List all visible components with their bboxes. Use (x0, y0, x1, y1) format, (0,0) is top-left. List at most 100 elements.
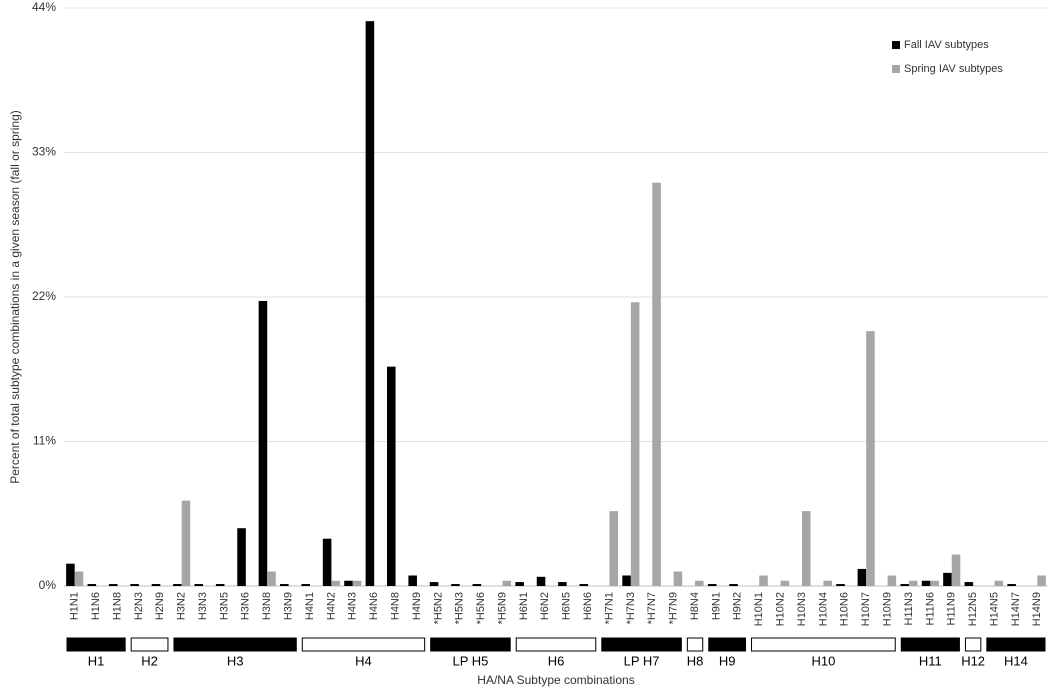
bar (866, 331, 875, 586)
bar (181, 500, 191, 586)
group-label: H14 (1004, 653, 1028, 668)
group-label: H10 (811, 653, 835, 668)
x-tick-label: H4N6 (368, 592, 380, 620)
x-tick-label: *H5N2 (432, 592, 444, 624)
bar (943, 572, 952, 586)
x-tick-label: *H7N1 (603, 592, 615, 624)
x-tick-label: H4N9 (411, 592, 423, 620)
bar (579, 584, 589, 586)
x-tick-label: H6N6 (582, 592, 594, 620)
bar (151, 584, 161, 586)
bar (502, 580, 512, 586)
bar (695, 580, 704, 586)
bar (322, 538, 332, 586)
x-axis-title: HA/NA Subtype combinations (477, 673, 634, 687)
group-label: LP H5 (452, 653, 488, 668)
bar (108, 584, 118, 586)
bar (194, 584, 204, 586)
bar (331, 580, 340, 586)
group-bar (130, 637, 169, 652)
x-tick-label: H9N2 (732, 592, 744, 620)
group-label: H11 (919, 653, 942, 668)
x-tick-label: H4N3 (347, 592, 359, 620)
x-tick-label: *H5N6 (475, 592, 487, 624)
x-tick-label: H1N6 (90, 592, 102, 620)
bar (994, 580, 1004, 586)
bar (472, 584, 482, 586)
x-tick-label: H10N6 (839, 592, 851, 626)
x-tick-label: *H5N9 (496, 592, 508, 624)
x-tick-label: *H7N3 (625, 592, 637, 624)
bar (74, 571, 84, 586)
group-bar (301, 637, 426, 652)
x-tick-label: *H5N3 (454, 592, 466, 624)
bar (451, 584, 460, 586)
bar (258, 300, 268, 586)
bar (536, 576, 546, 586)
group-label: H1 (88, 653, 105, 668)
group-bar (430, 637, 511, 652)
bar (429, 582, 439, 586)
x-tick-label: H10N1 (753, 592, 765, 626)
x-tick-label: H6N1 (518, 592, 530, 620)
x-tick-label: H11N6 (924, 592, 936, 625)
group-bar (708, 637, 747, 652)
bar (652, 182, 661, 587)
bar (215, 584, 225, 586)
bar (1007, 584, 1016, 586)
y-tick-label: 11% (33, 434, 56, 448)
x-tick-label: H6N2 (539, 592, 551, 620)
y-tick-label: 33% (32, 145, 56, 159)
x-tick-label: *H7N9 (668, 592, 680, 624)
x-tick-label: H6N5 (561, 592, 573, 620)
x-tick-label: H9N1 (710, 592, 722, 620)
bar (408, 575, 417, 586)
group-bar (900, 637, 960, 652)
y-tick-label: 0% (39, 578, 57, 592)
bar (280, 584, 289, 586)
bar (301, 584, 310, 586)
bar (622, 575, 631, 586)
bar (515, 582, 524, 586)
x-tick-label: H10N4 (817, 592, 829, 626)
x-tick-label: H2N3 (133, 592, 145, 620)
x-tick-label: H8N4 (689, 592, 701, 620)
y-tick-label: 22% (32, 289, 56, 303)
bar (352, 580, 362, 586)
bar (237, 528, 246, 586)
x-tick-label: H4N2 (325, 592, 337, 620)
x-tick-label: H14N5 (988, 592, 1000, 626)
group-bar (751, 637, 896, 652)
bar (780, 580, 790, 586)
bar (344, 580, 353, 586)
bar (173, 584, 182, 586)
x-tick-label: H3N5 (218, 592, 230, 620)
bar (964, 582, 974, 586)
x-tick-label: H2N9 (154, 592, 166, 620)
group-bar (601, 637, 682, 652)
group-bar (686, 637, 704, 652)
bar (609, 511, 619, 586)
group-label: H2 (141, 653, 158, 668)
bar (630, 302, 640, 586)
group-label: H3 (227, 653, 244, 668)
bar (802, 511, 811, 586)
bar (558, 582, 567, 586)
group-label: H6 (548, 653, 565, 668)
bar (930, 580, 939, 586)
x-tick-label: H10N3 (796, 592, 808, 626)
y-axis-title: Percent of total subtype combinations in… (8, 110, 22, 484)
x-tick-label: H10N9 (881, 592, 893, 626)
group-bar (66, 637, 126, 652)
group-bar (173, 637, 297, 652)
x-tick-label: H1N1 (69, 592, 81, 620)
group-label: LP H7 (624, 653, 660, 668)
x-tick-label: H11N3 (903, 592, 915, 625)
x-tick-label: H3N8 (261, 592, 273, 620)
x-tick-label: H4N1 (304, 592, 316, 620)
x-tick-label: H3N9 (283, 592, 295, 620)
x-tick-label: H14N9 (1031, 592, 1043, 626)
x-tick-label: H14N7 (1010, 592, 1022, 626)
group-bar (515, 637, 597, 652)
